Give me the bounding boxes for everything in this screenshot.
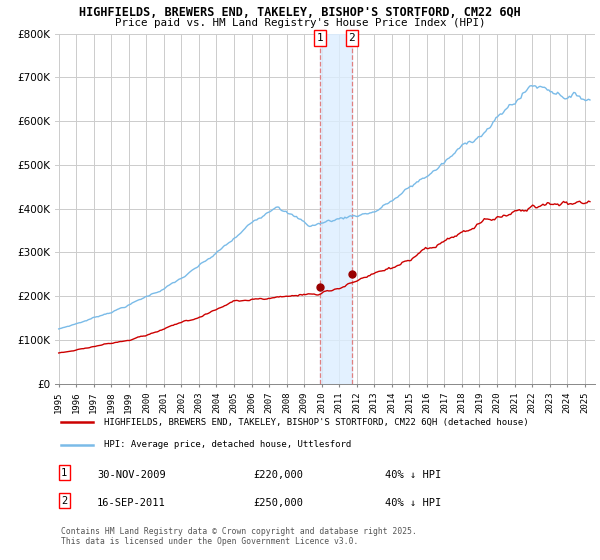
Text: 2: 2 [348,33,355,43]
Text: 40% ↓ HPI: 40% ↓ HPI [385,470,442,480]
Text: HIGHFIELDS, BREWERS END, TAKELEY, BISHOP'S STORTFORD, CM22 6QH: HIGHFIELDS, BREWERS END, TAKELEY, BISHOP… [79,6,521,18]
Text: Contains HM Land Registry data © Crown copyright and database right 2025.
This d: Contains HM Land Registry data © Crown c… [61,526,417,546]
Text: Price paid vs. HM Land Registry's House Price Index (HPI): Price paid vs. HM Land Registry's House … [115,18,485,28]
Text: £250,000: £250,000 [253,498,303,508]
Text: 2: 2 [61,496,67,506]
Text: 1: 1 [317,33,323,43]
Text: HPI: Average price, detached house, Uttlesford: HPI: Average price, detached house, Uttl… [104,440,351,449]
Text: 16-SEP-2011: 16-SEP-2011 [97,498,166,508]
Text: £220,000: £220,000 [253,470,303,480]
Text: HIGHFIELDS, BREWERS END, TAKELEY, BISHOP'S STORTFORD, CM22 6QH (detached house): HIGHFIELDS, BREWERS END, TAKELEY, BISHOP… [104,418,529,427]
Text: 30-NOV-2009: 30-NOV-2009 [97,470,166,480]
Text: 40% ↓ HPI: 40% ↓ HPI [385,498,442,508]
Bar [320,34,352,384]
Text: 1: 1 [61,468,67,478]
